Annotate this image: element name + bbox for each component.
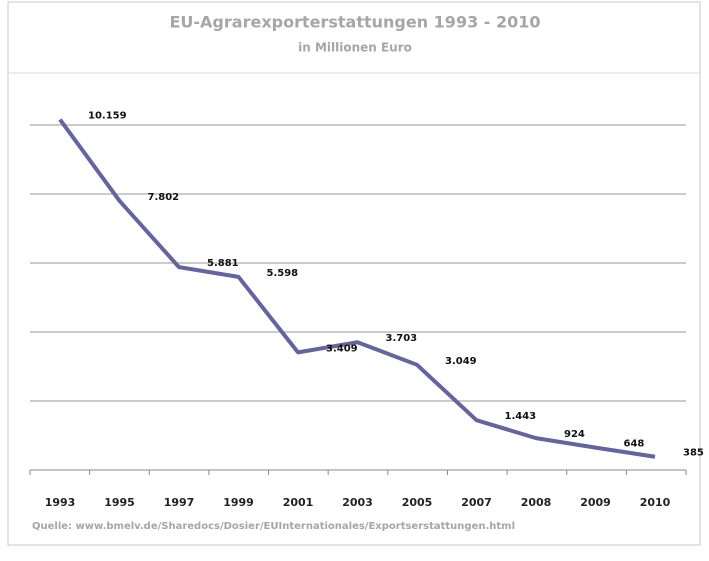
chart-subtitle: in Millionen Euro [298,41,412,55]
chart-title: EU-Agrarexporterstattungen 1993 - 2010 [169,13,540,32]
x-tick-label: 2009 [580,496,611,509]
data-label: 10.159 [88,111,127,122]
data-label: 3.703 [386,333,418,344]
x-tick-label: 2005 [402,496,433,509]
data-label: 648 [624,439,645,450]
x-tick-label: 1997 [164,496,195,509]
data-label: 1.443 [505,411,537,422]
data-line [58,118,656,459]
data-label: 385 [683,448,704,459]
data-label: 924 [564,429,585,440]
x-tick-label: 2001 [283,496,314,509]
x-tick-label: 1993 [45,496,76,509]
x-tick-label: 1995 [104,496,135,509]
x-tick-label: 2003 [342,496,373,509]
data-label: 5.598 [267,268,299,279]
source-note: Quelle: www.bmelv.de/Sharedocs/Dosier/EU… [32,521,515,532]
data-label: 3.409 [326,343,358,354]
x-tick-label: 1999 [223,496,254,509]
x-tick-label: 2008 [521,496,552,509]
x-tick-label: 2007 [461,496,492,509]
data-label: 5.881 [207,258,239,269]
x-tick-label: 2010 [640,496,671,509]
data-label: 7.802 [148,192,180,203]
data-label: 3.049 [445,356,477,367]
chart-frame [7,1,701,546]
